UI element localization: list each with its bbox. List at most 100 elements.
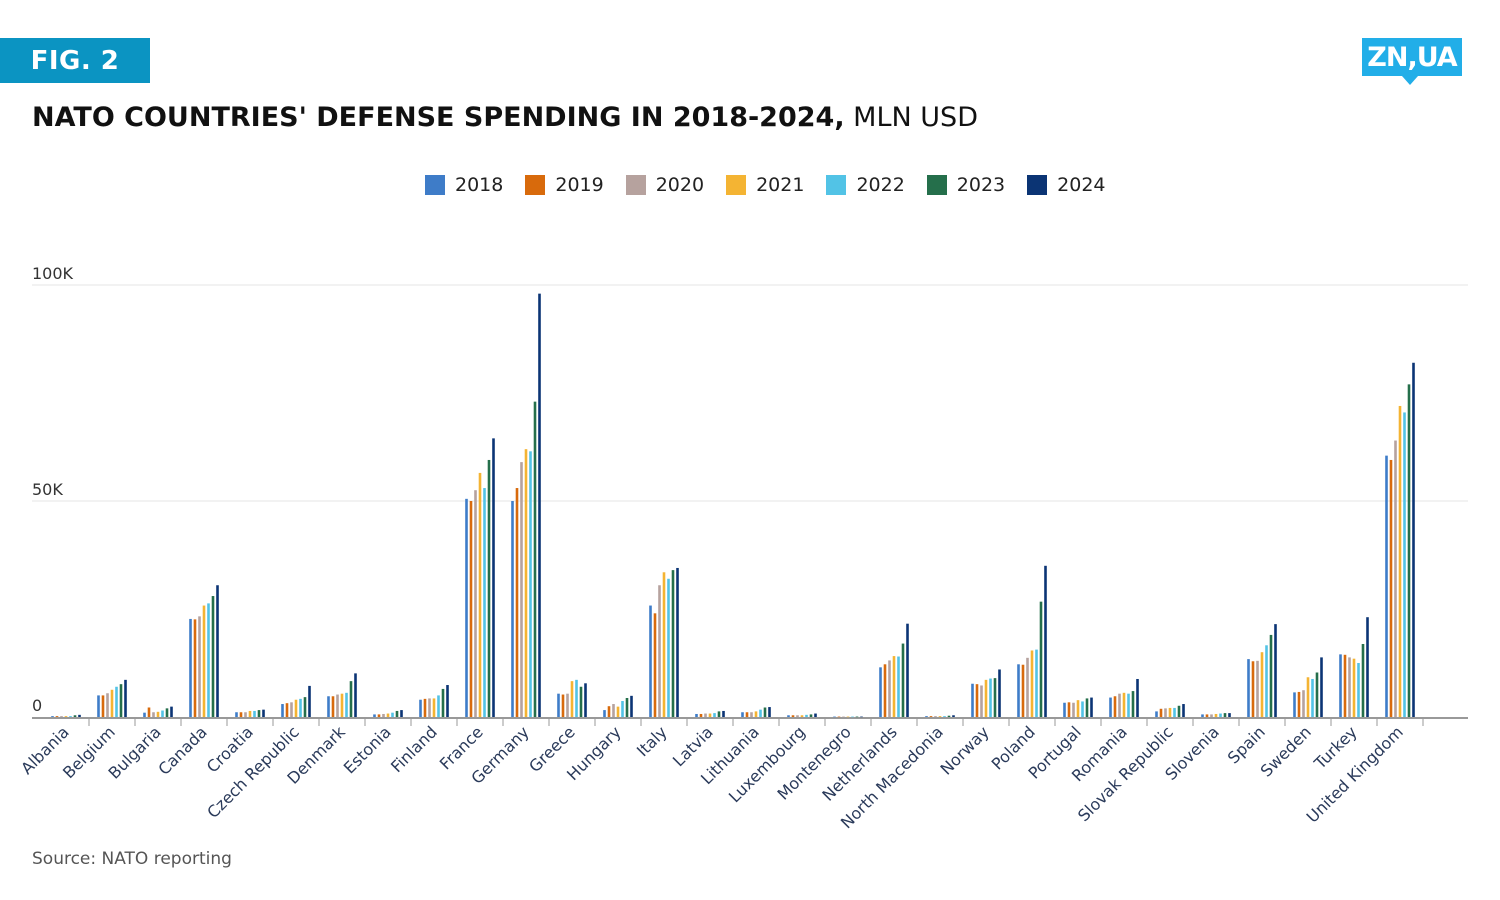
bar-montenegro-2021 [846,716,850,718]
bar-portugal-2020 [1072,702,1075,717]
bar-bulgaria-2020 [152,712,155,717]
bar-estonia-2021 [386,713,390,717]
bar-belgium-2019 [101,695,105,717]
legend-item-2024[interactable]: 2024 [1027,174,1106,196]
bar-italy-2020 [658,585,661,717]
bar-finland-2023 [441,688,445,717]
chart-title: NATO COUNTRIES' DEFENSE SPENDING IN 2018… [32,102,978,133]
bar-luxembourg-2018 [787,715,790,717]
bar-greece-2018 [557,693,560,717]
bar-romania-2021 [1122,692,1126,717]
legend-item-2023[interactable]: 2023 [926,174,1005,196]
bar-poland-2023 [1039,601,1043,717]
bar-canada-2022 [207,603,210,717]
bar-croatia-2021 [248,710,252,717]
bar-sweden-2021 [1306,677,1310,717]
legend-swatch [425,175,445,195]
bar-denmark-2020 [336,694,339,717]
legend-item-2018[interactable]: 2018 [425,174,503,196]
bar-sweden-2018 [1293,692,1296,717]
bar-norway-2022 [989,678,992,717]
bar-slovenia-2023 [1223,713,1227,717]
bar-france-2024 [492,438,495,717]
legend-item-2019[interactable]: 2019 [525,174,604,196]
bar-denmark-2022 [345,692,348,717]
bar-romania-2024 [1136,678,1139,717]
bar-hungary-2018 [603,710,606,717]
bar-croatia-2023 [257,710,261,717]
bar-finland-2019 [423,698,427,717]
bar-albania-2023 [73,715,77,717]
bar-lithuania-2018 [741,712,744,717]
bar-slovenia-2020 [1210,714,1213,717]
y-tick-label: 0 [32,696,42,715]
bar-hungary-2019 [607,706,611,717]
bar-norway-2024 [998,669,1001,717]
bar-france-2020 [474,490,477,717]
bar-germany-2022 [529,451,532,717]
bar-belgium-2023 [119,684,123,717]
bar-croatia-2018 [235,712,238,717]
bar-czech-republic-2022 [299,698,302,717]
bar-north-macedonia-2023 [947,715,951,717]
bar-bulgaria-2024 [170,706,173,717]
bar-turkey-2021 [1352,658,1356,717]
bar-spain-2023 [1269,634,1273,717]
bar-portugal-2019 [1067,702,1071,717]
bar-croatia-2022 [253,710,256,717]
bar-lithuania-2023 [763,707,767,717]
legend-item-2020[interactable]: 2020 [625,174,704,196]
bar-slovak-republic-2020 [1164,708,1167,717]
bar-denmark-2019 [331,696,335,717]
bar-france-2018 [465,498,468,717]
bar-luxembourg-2019 [791,715,795,717]
bar-portugal-2024 [1090,697,1093,717]
y-tick-label: 50K [32,480,63,499]
logo-speech-tail [1402,76,1418,85]
legend-label: 2022 [856,174,905,196]
bar-portugal-2018 [1063,702,1066,717]
bar-canada-2021 [202,605,206,717]
bar-united-kingdom-2018 [1385,455,1388,717]
bar-sweden-2024 [1320,657,1323,717]
bar-france-2019 [469,501,473,717]
bar-united-kingdom-2023 [1407,384,1411,717]
bar-north-macedonia-2018 [925,716,928,717]
bar-north-macedonia-2020 [934,716,937,717]
bar-greece-2019 [561,694,565,717]
chart-legend: 2018 2019 2020 2021 2022 2023 2024 [425,174,1128,196]
bar-north-macedonia-2019 [929,716,933,717]
bar-lithuania-2021 [754,711,758,717]
bar-united-kingdom-2019 [1389,459,1393,717]
bar-norway-2019 [975,684,979,717]
bar-netherlands-2024 [906,623,909,717]
bar-romania-2022 [1127,693,1130,717]
legend-swatch [1027,175,1048,195]
bar-belgium-2022 [115,686,118,717]
bar-spain-2019 [1251,661,1255,717]
bar-montenegro-2020 [842,716,845,718]
chart-title-unit: MLN USD [844,102,978,133]
legend-swatch [625,175,646,195]
legend-label: 2021 [756,174,805,196]
bar-belgium-2024 [124,679,127,717]
bar-netherlands-2021 [892,656,896,717]
bar-poland-2019 [1021,664,1025,717]
legend-label: 2019 [555,174,604,196]
bar-netherlands-2019 [883,664,887,717]
bar-slovak-republic-2021 [1168,707,1172,717]
x-tick-label: Norway [936,722,992,778]
bar-bulgaria-2018 [143,712,146,717]
x-tick-label: Italy [633,722,671,760]
legend-item-2021[interactable]: 2021 [726,174,804,196]
x-tick-label: Canada [154,722,210,778]
bar-slovak-republic-2024 [1182,704,1185,717]
bar-czech-republic-2019 [285,703,289,717]
bar-greece-2020 [566,693,569,717]
bar-spain-2020 [1256,660,1259,717]
legend-item-2022[interactable]: 2022 [826,174,905,196]
bar-slovenia-2024 [1228,713,1231,717]
bar-romania-2023 [1131,691,1135,717]
bar-turkey-2020 [1348,657,1351,717]
bar-albania-2022 [69,716,72,717]
